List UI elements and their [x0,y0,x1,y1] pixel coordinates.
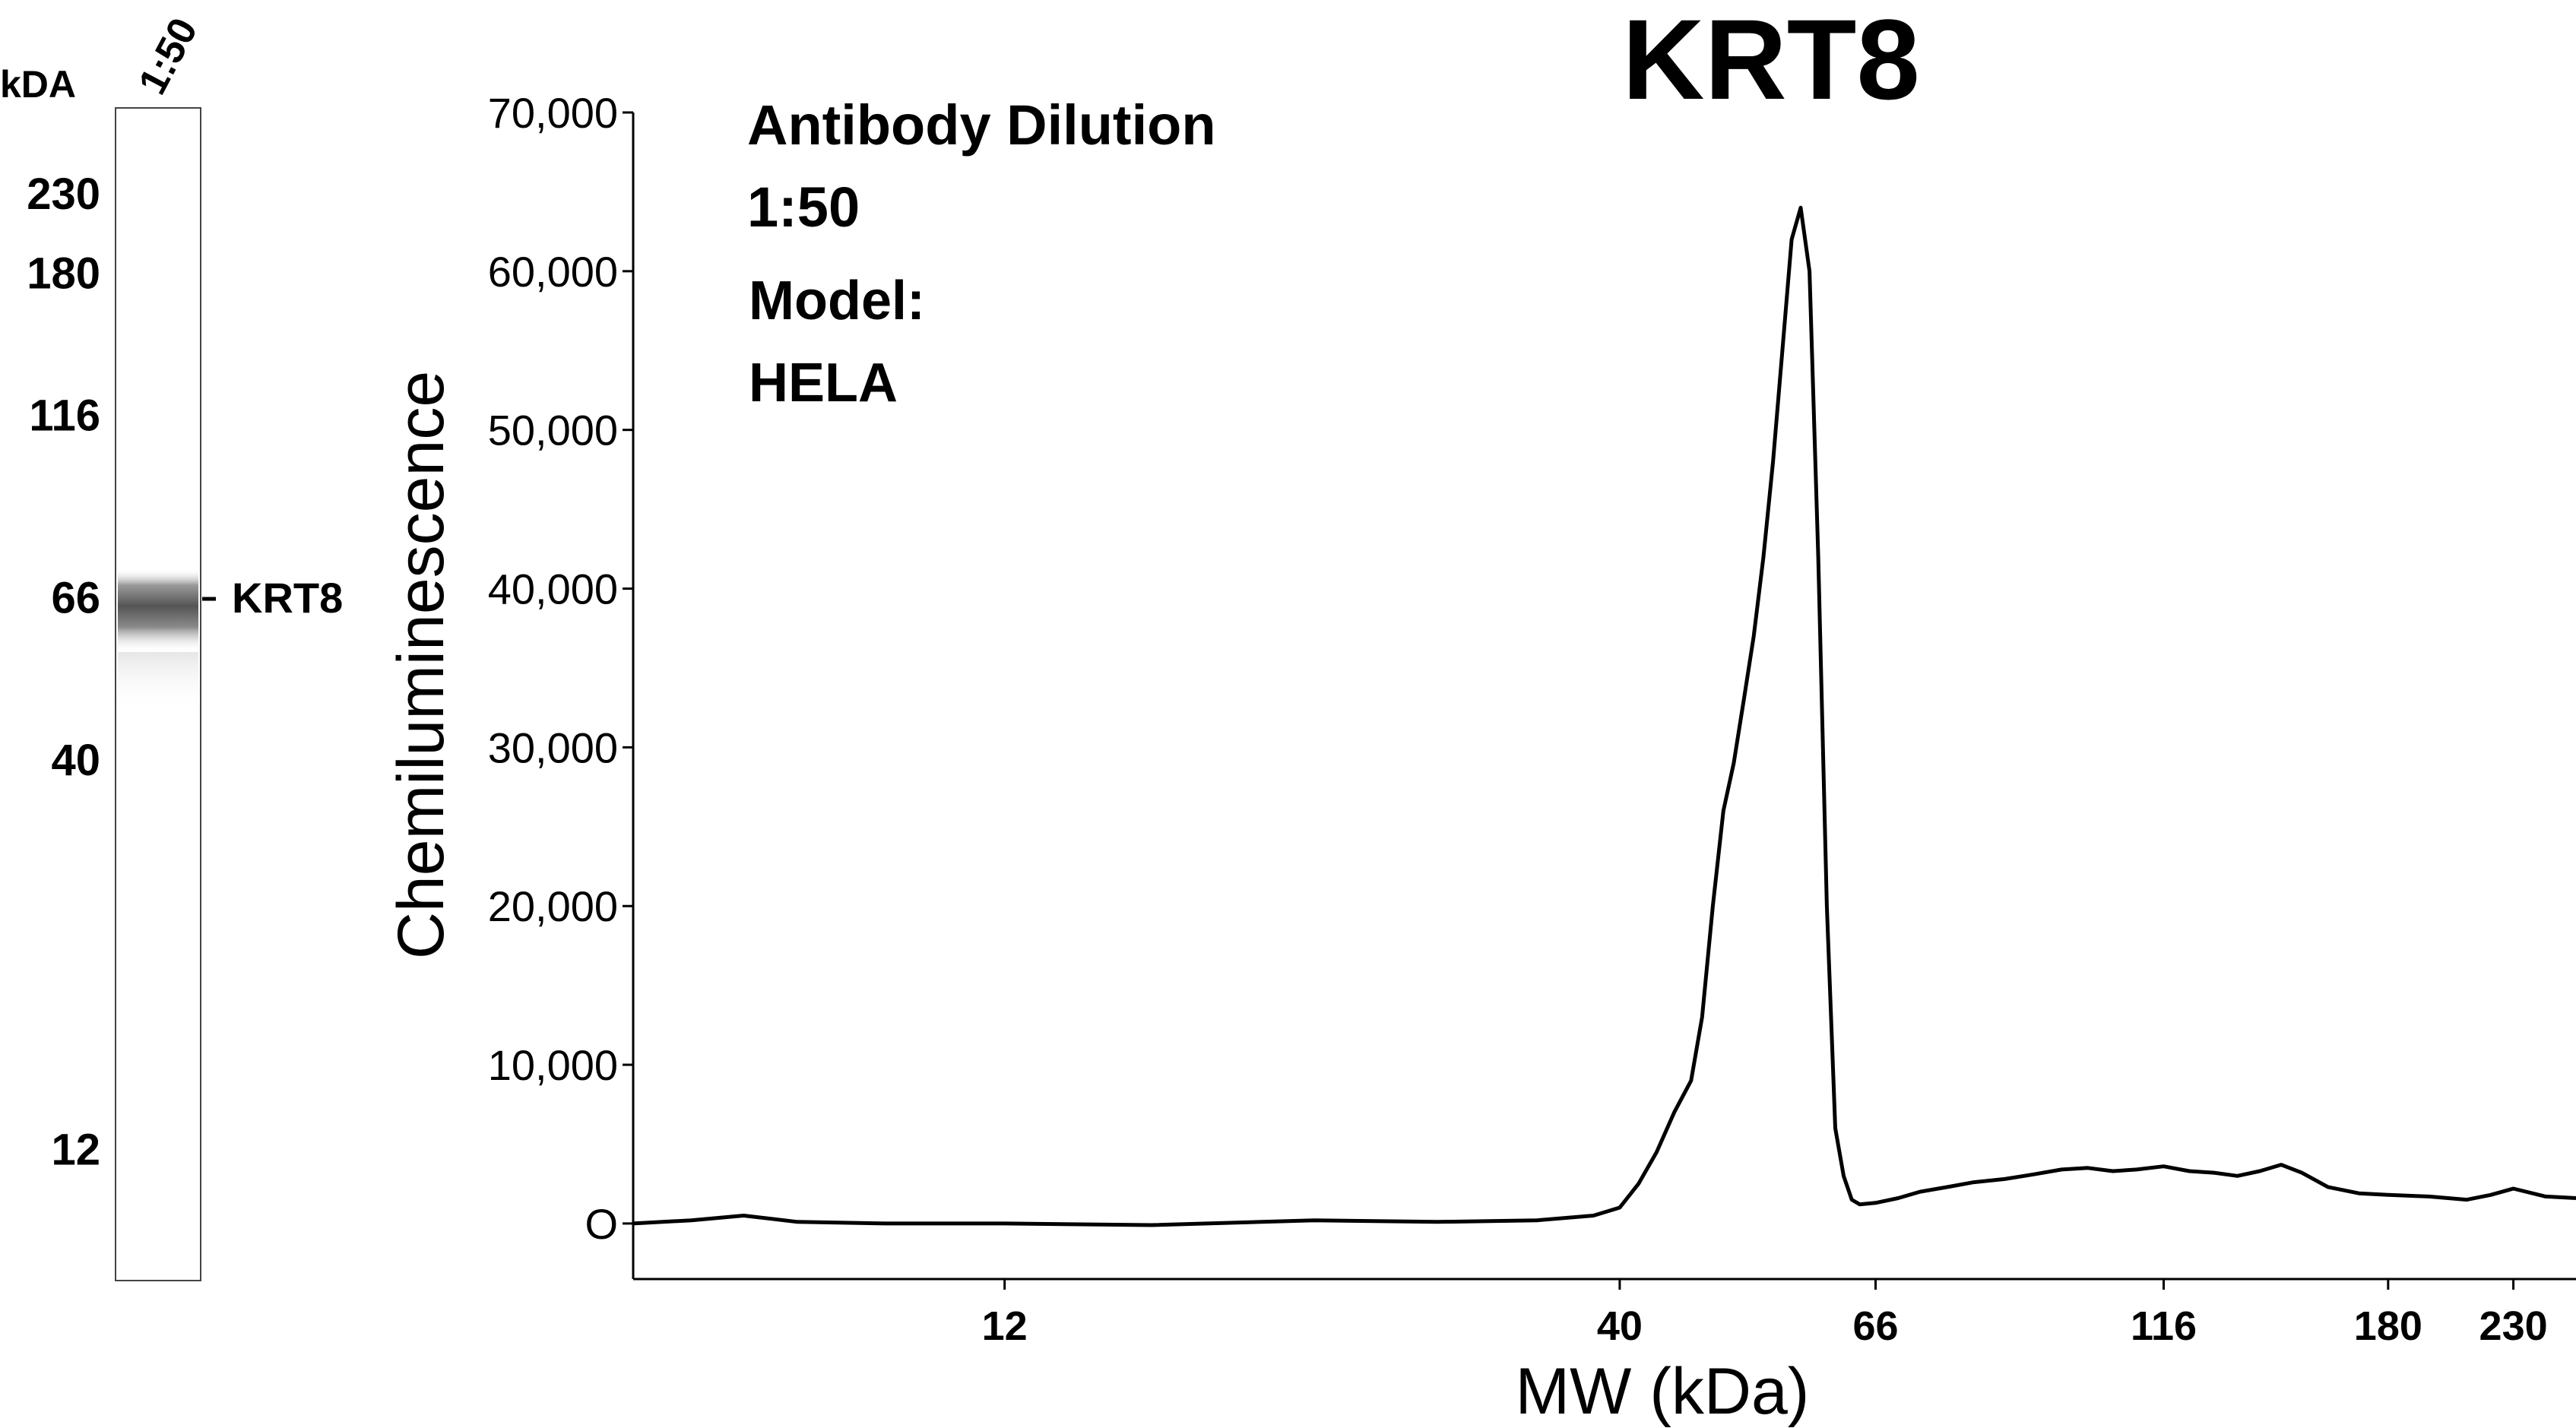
y-tick-label: 10,000 [488,1041,618,1089]
blot-marker-label: 40 [51,736,100,785]
annotation-dilution-value: 1:50 [747,176,860,239]
y-tick-label: O [585,1200,618,1248]
x-tick-label: 66 [1852,1303,1898,1349]
y-tick-label: 40,000 [488,565,618,613]
krt8-band [118,568,198,652]
blot-lane-label: 1:50 [130,11,206,102]
band-tail [118,652,198,713]
y-tick-label: 30,000 [488,723,618,771]
blot-panel: kDA 1:50 230 180 116 66 40 12 KRT8 [0,11,343,1281]
annotation-model-label: Model: [749,271,925,331]
y-tick-label: 70,000 [488,89,618,137]
chart: KRT8 Antibody Dilution 1:50 Model: HELA … [385,0,2576,1428]
x-tick-label: 230 [2479,1303,2548,1349]
x-tick-label: 12 [982,1303,1028,1349]
series-line [632,205,2576,1227]
blot-marker-label: 66 [51,574,100,623]
band-label: KRT8 [232,574,343,622]
x-axis-ticks: 12 40 66 116 180 230 [982,1279,2548,1349]
x-tick-label: 40 [1597,1303,1643,1349]
blot-kda-header: kDA [0,63,76,106]
y-tick-label: 20,000 [488,882,618,930]
y-axis-label: Chemiluminescence [385,371,458,959]
annotation-model-value: HELA [749,353,898,413]
blot-marker-labels: 230 180 116 66 40 12 [27,169,100,1174]
x-tick-label: 180 [2354,1303,2422,1349]
annotation-antibody-dilution: Antibody Dilution [747,93,1216,157]
x-axis-label: MW (kDa) [1516,1355,1810,1428]
y-tick-label: 50,000 [488,407,618,454]
y-axis-ticks: O 10,000 20,000 30,000 40,000 50,000 60,000 70,… [488,89,633,1248]
blot-marker-label: 116 [29,391,100,441]
blot-marker-label: 230 [27,169,100,219]
chart-title: KRT8 [1622,0,1920,123]
blot-marker-label: 180 [27,249,100,298]
y-tick-label: 60,000 [488,248,618,296]
blot-marker-label: 12 [51,1125,100,1174]
x-tick-label: 116 [2131,1303,2197,1349]
